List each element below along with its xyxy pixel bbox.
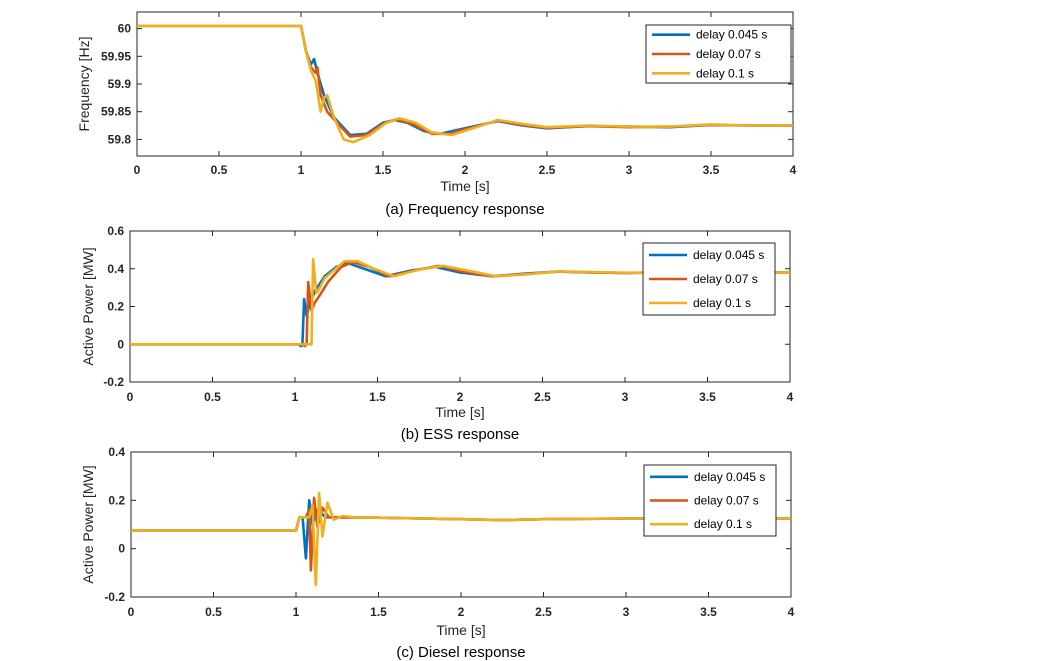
x-tick-label: 3.5	[703, 163, 720, 177]
x-tick-label: 0	[127, 390, 134, 404]
x-tick-label: 1	[298, 163, 305, 177]
legend-entry-2: delay 0.07 s	[694, 494, 759, 508]
y-axis-label: Active Power [MW]	[80, 247, 96, 365]
subplot-caption: (a) Frequency response	[385, 201, 544, 218]
x-tick-label: 2	[457, 390, 464, 404]
legend-entry-1: delay 0.045 s	[694, 470, 765, 484]
x-tick-label: 2	[462, 163, 469, 177]
legend: delay 0.045 s delay 0.07 s delay 0.1 s	[643, 464, 777, 537]
x-axis-label: Time [s]	[435, 404, 484, 420]
x-tick-label: 1	[292, 390, 299, 404]
x-tick-label: 1	[293, 605, 300, 619]
y-tick-label: 0.2	[108, 493, 125, 507]
y-tick-label: 0.2	[107, 300, 124, 314]
series-line-3	[137, 24, 793, 144]
legend-entry-3: delay 0.1 s	[696, 66, 754, 80]
y-tick-label: 60	[118, 22, 132, 36]
legend-entry-2: delay 0.07 s	[693, 272, 758, 286]
subplot-caption: (c) Diesel response	[396, 644, 525, 661]
x-tick-label: 2.5	[539, 163, 556, 177]
x-tick-label: 4	[790, 163, 797, 177]
x-tick-label: 2	[458, 605, 465, 619]
legend: delay 0.045 s delay 0.07 s delay 0.1 s	[642, 242, 776, 316]
x-tick-label: 0.5	[211, 163, 228, 177]
series-line-3	[131, 491, 791, 587]
x-tick-label: 1.5	[375, 163, 392, 177]
x-tick-label: 1.5	[370, 605, 387, 619]
x-tick-label: 2.5	[534, 390, 551, 404]
y-tick-label: 59.95	[101, 49, 131, 63]
legend: delay 0.045 s delay 0.07 s delay 0.1 s	[645, 24, 792, 84]
x-axis-label: Time [s]	[440, 178, 489, 194]
x-tick-label: 3.5	[700, 605, 717, 619]
y-tick-label: 59.8	[108, 132, 132, 146]
x-axis-label: Time [s]	[436, 622, 485, 638]
y-tick-label: 0	[118, 542, 125, 556]
y-axis-label: Active Power [MW]	[80, 465, 96, 583]
legend-entry-2: delay 0.07 s	[696, 47, 761, 61]
y-tick-label: 59.85	[101, 105, 131, 119]
legend-entry-3: delay 0.1 s	[694, 517, 752, 531]
y-tick-label: 59.9	[108, 77, 132, 91]
legend-entry-3: delay 0.1 s	[693, 296, 751, 310]
x-tick-label: 0.5	[205, 605, 222, 619]
x-tick-label: 2.5	[535, 605, 552, 619]
series-line-3	[130, 258, 790, 346]
x-tick-label: 1.5	[369, 390, 386, 404]
y-tick-label: 0	[117, 337, 124, 351]
subplot-caption: (b) ESS response	[401, 426, 519, 443]
x-tick-label: 0	[128, 605, 135, 619]
x-tick-label: 0	[134, 163, 141, 177]
y-axis-label: Frequency [Hz]	[76, 37, 92, 132]
x-tick-label: 4	[787, 390, 794, 404]
x-tick-label: 3	[626, 163, 633, 177]
legend-entry-1: delay 0.045 s	[696, 28, 767, 42]
x-tick-label: 3.5	[699, 390, 716, 404]
x-tick-label: 4	[788, 605, 795, 619]
x-tick-label: 3	[622, 390, 629, 404]
x-tick-label: 3	[623, 605, 630, 619]
subplot-1: 0 0.5 1 1.5 2 2.5 3 3.5 4 59.8 59.85 59.9 59.95 60 Tim…	[76, 11, 797, 218]
y-tick-label: -0.2	[104, 590, 125, 604]
y-tick-label: 0.6	[107, 224, 124, 238]
legend-entry-1: delay 0.045 s	[693, 248, 764, 262]
x-tick-label: 0.5	[204, 390, 221, 404]
y-tick-label: 0.4	[108, 445, 125, 459]
y-tick-label: -0.2	[103, 375, 124, 389]
y-tick-label: 0.4	[107, 262, 124, 276]
